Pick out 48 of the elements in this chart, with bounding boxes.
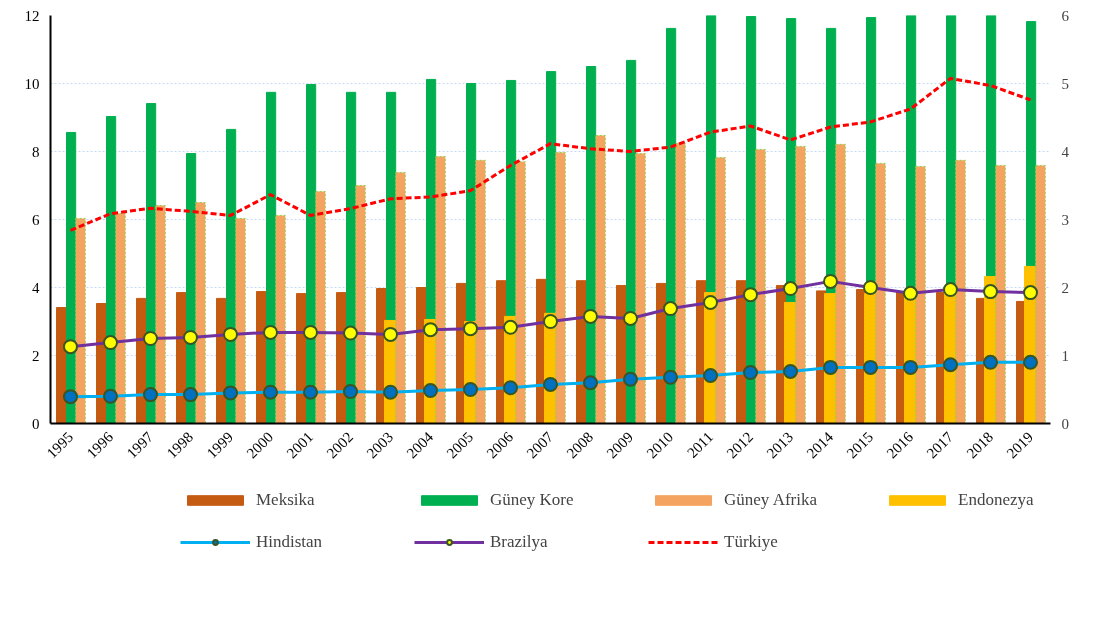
y2-tick-label: 6 [1061,7,1070,24]
bar [435,156,446,424]
bar [995,164,1006,424]
y2-tick-label: 2 [1061,279,1069,296]
y-tick-label: 0 [32,415,40,432]
y2-tick-label: 5 [1061,75,1069,92]
y2-tick-label: 3 [1061,211,1069,228]
bar [235,217,246,424]
bar [835,143,846,424]
bar [1035,164,1046,424]
bar [675,142,686,424]
bar [195,202,206,424]
y-tick-label: 12 [24,7,40,24]
bar [515,161,526,424]
bar [315,191,326,424]
bar [875,162,886,424]
bar [155,205,166,424]
bar [635,153,646,424]
bar [75,217,86,424]
y-tick-label: 8 [32,143,40,160]
bar [795,145,806,424]
legend-label: Hindistan [256,532,324,552]
bar [755,148,766,424]
y2-tick-label: 4 [1061,143,1070,160]
y-tick-label: 10 [24,75,40,92]
x-tick-label: 2011 [684,428,717,461]
legend-label: Brazilya [490,532,549,552]
bar [395,172,406,424]
bar [475,159,486,424]
legend-label: Endonezya [958,490,1035,510]
bar [715,157,726,424]
legend-label: Güney Afrika [724,490,818,510]
y2-tick-label: 0 [1061,415,1069,432]
legend-label: Meksika [256,490,316,510]
line-series [69,76,1032,232]
bar [955,159,966,424]
y-tick-label: 6 [32,211,40,228]
y2-tick-label: 1 [1061,347,1069,364]
y-tick-label: 4 [32,279,40,296]
bar [355,185,366,424]
y-tick-label: 2 [32,347,40,364]
bar [555,152,566,424]
legend-label: Güney Kore [490,490,575,510]
bar [915,165,926,424]
bar [595,135,606,424]
legend-label: Türkiye [724,532,779,552]
bar [115,212,126,424]
bar [275,214,286,424]
